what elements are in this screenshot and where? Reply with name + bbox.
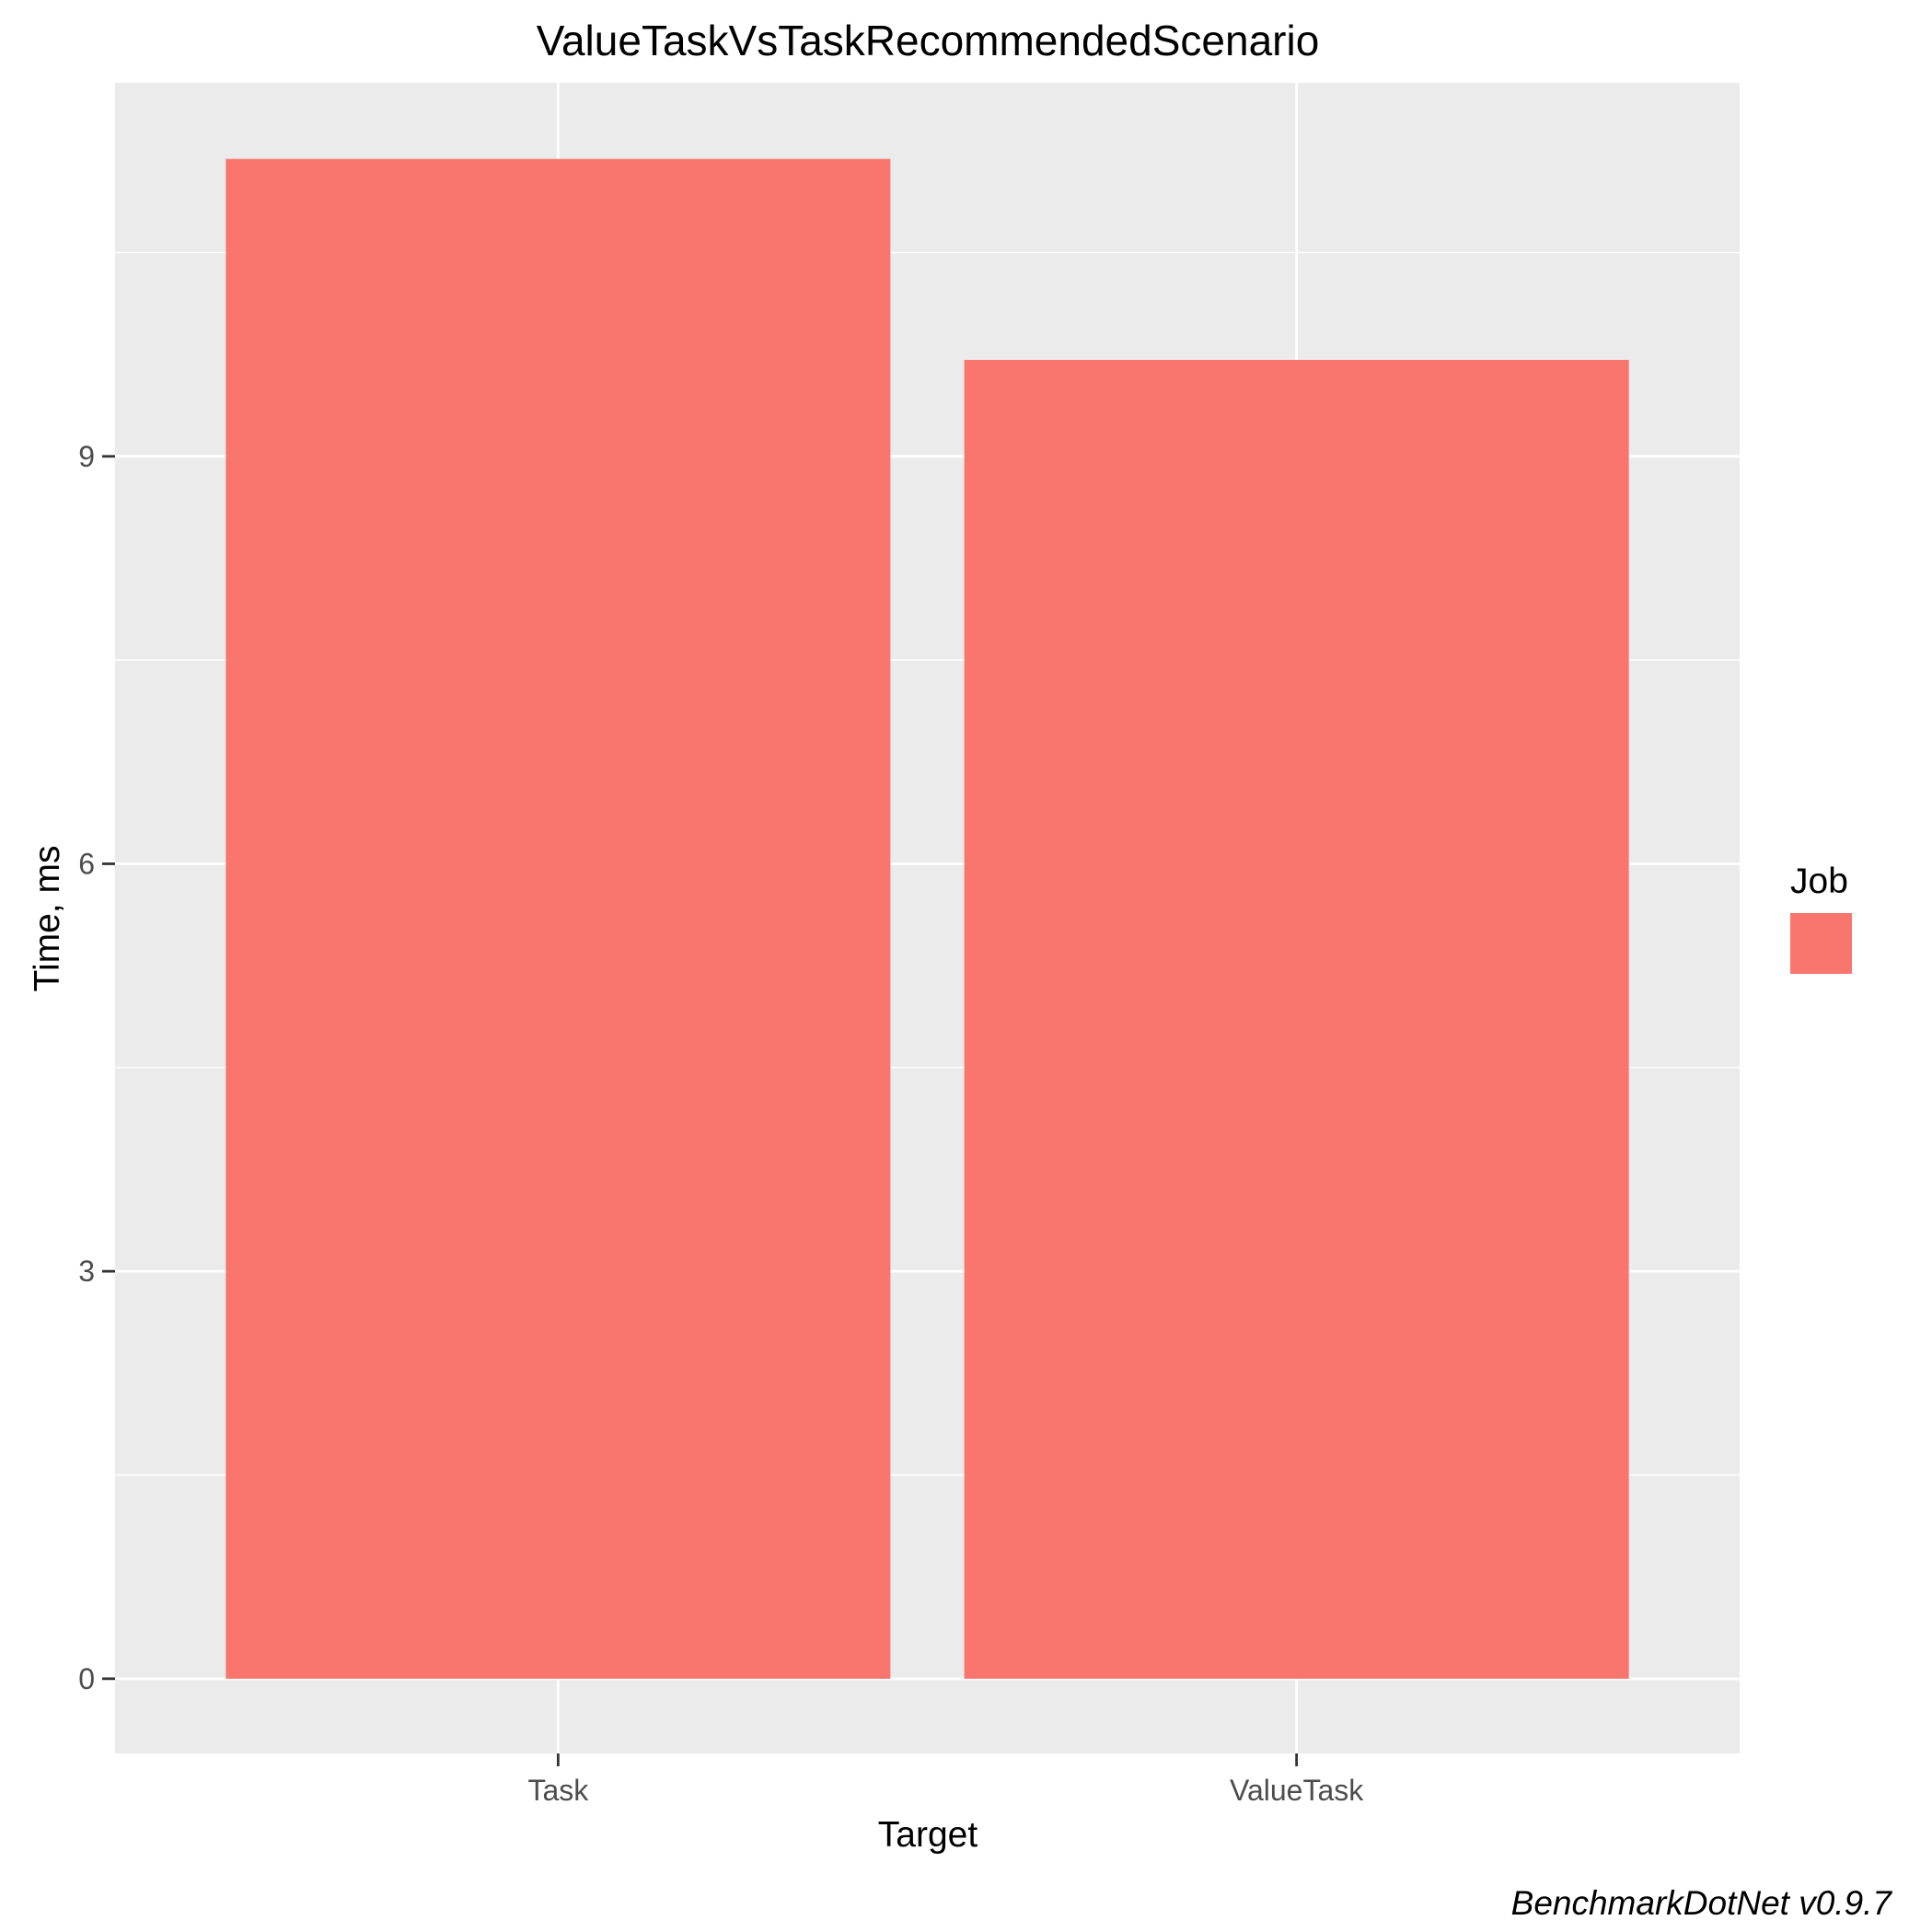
legend: Job <box>1790 862 1852 974</box>
y-tick-label: 9 <box>78 440 95 473</box>
bar-valuetask <box>964 360 1629 1679</box>
legend-title: Job <box>1790 862 1848 901</box>
bar-task <box>226 158 891 1679</box>
legend-key <box>1790 913 1852 974</box>
y-tick-label: 3 <box>78 1255 95 1288</box>
x-tick-label: Task <box>527 1774 589 1807</box>
caption: BenchmarkDotNet v0.9.7 <box>1511 1884 1893 1922</box>
x-tick-label: ValueTask <box>1230 1774 1364 1807</box>
y-axis: 0 3 6 9 <box>78 440 115 1695</box>
y-tick-label: 6 <box>78 847 95 880</box>
y-axis-title: Time, ms <box>28 846 67 992</box>
x-axis: Task ValueTask <box>527 1753 1364 1807</box>
x-axis-title: Target <box>878 1815 978 1855</box>
bars <box>226 158 1629 1679</box>
y-tick-label: 0 <box>78 1662 95 1695</box>
chart-title: ValueTaskVsTaskRecommendedScenario <box>537 17 1320 64</box>
